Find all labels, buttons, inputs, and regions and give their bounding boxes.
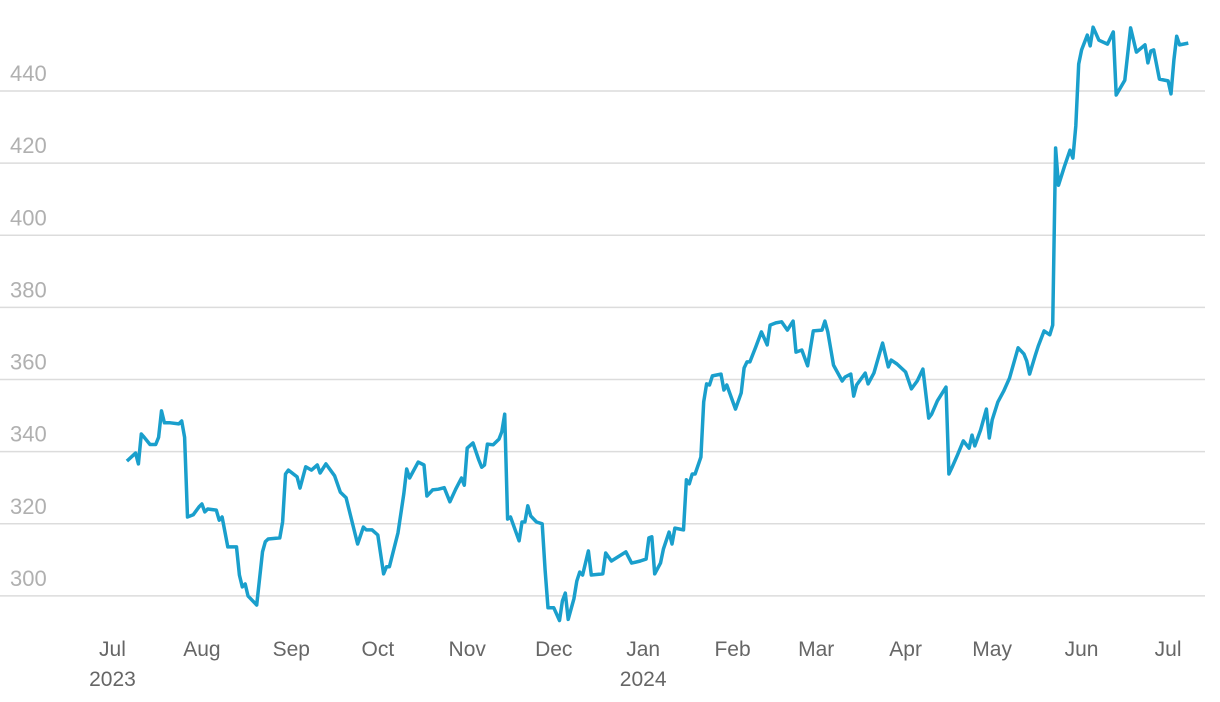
- x-tick-label: Jan: [626, 638, 660, 661]
- x-tick-label: Jun: [1065, 638, 1099, 661]
- y-tick-label: 300: [10, 566, 47, 591]
- x-tick-label: Oct: [361, 638, 394, 661]
- x-tick-year: 2024: [620, 668, 667, 691]
- x-tick-label: May: [972, 638, 1012, 661]
- x-tick-label: Apr: [889, 638, 922, 661]
- x-tick-label: Jul: [1155, 638, 1182, 661]
- y-tick-label: 360: [10, 350, 47, 375]
- x-tick-label: Nov: [449, 638, 487, 661]
- x-tick-year: 2023: [89, 668, 136, 691]
- x-tick-label: Feb: [714, 638, 750, 661]
- y-tick-label: 440: [10, 61, 47, 86]
- x-tick-label: Sep: [273, 638, 310, 661]
- price-line: [125, 25, 1189, 623]
- y-tick-label: 420: [10, 133, 47, 158]
- y-tick-label: 400: [10, 205, 47, 230]
- y-tick-label: 340: [10, 422, 47, 447]
- x-tick-label: Jul: [99, 638, 126, 661]
- x-tick-label: Aug: [183, 638, 220, 661]
- x-tick-label: Dec: [535, 638, 572, 661]
- y-tick-label: 320: [10, 494, 47, 519]
- y-tick-label: 380: [10, 277, 47, 302]
- x-tick-label: Mar: [798, 638, 834, 661]
